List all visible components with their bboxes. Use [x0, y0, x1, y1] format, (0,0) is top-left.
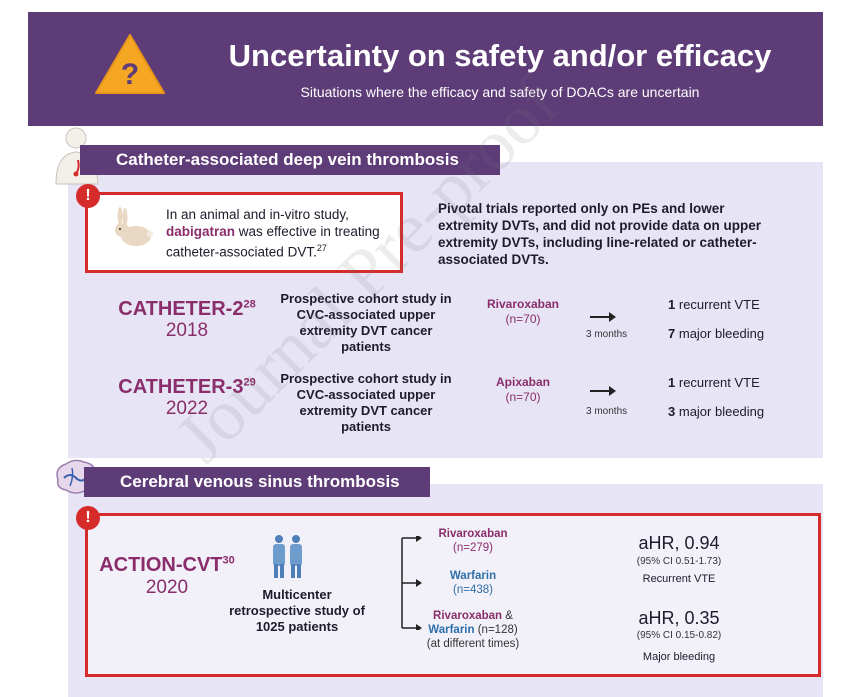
drug-n: (n=70): [505, 312, 541, 326]
drug-name: Rivaroxaban: [486, 297, 560, 311]
animal-study-text: In an animal and in-vitro study, dabigat…: [166, 206, 396, 261]
branching-arrows-icon: [401, 536, 422, 630]
trial-name-text: CATHETER-2: [118, 298, 244, 320]
bleeding-count: 7: [668, 326, 676, 341]
vte-outcome: 1 recurrent VTE: [668, 375, 760, 390]
duration-label: 3 months: [586, 329, 628, 340]
duration-label: 3 months: [586, 406, 628, 417]
arm-drug: Rivaroxaban: [438, 528, 508, 540]
ahr-bleeding: aHR, 0.35: [638, 608, 720, 628]
outcome-label-vte: Recurrent VTE: [642, 573, 716, 585]
animal-study-pre: In an animal and in-vitro study,: [166, 207, 349, 222]
bleeding-outcome: 3 major bleeding: [668, 404, 764, 419]
combo-note: (at different times): [426, 638, 520, 650]
combo-drug-a: Rivaroxaban: [433, 610, 503, 622]
trial-drug: Rivaroxaban (n=70): [468, 297, 578, 327]
arm-combination: Rivaroxaban & Warfarin (n=128) (at diffe…: [408, 609, 538, 651]
patients-icon: [273, 535, 302, 578]
arm-drug: Warfarin: [449, 570, 497, 582]
trial-name-text: ACTION-CVT: [99, 554, 223, 576]
ci-vte: (95% CI 0.51-1.73): [636, 556, 722, 567]
question-warning-icon: ?: [95, 34, 165, 94]
page-title: Uncertainty on safety and/or efficacy: [228, 38, 772, 73]
trial-year: 2018: [165, 320, 209, 341]
bleeding-label: major bleeding: [678, 404, 765, 419]
vte-outcome: 1 recurrent VTE: [668, 297, 760, 312]
bleeding-count: 3: [668, 404, 676, 419]
trial-ref: 29: [243, 376, 256, 389]
exclamation-icon: !: [76, 184, 100, 208]
trial-name-text: CATHETER-3: [118, 376, 244, 398]
header-banner: ? Uncertainty on safety and/or efficacy …: [28, 12, 823, 126]
ref-27: 27: [316, 243, 327, 253]
bleeding-outcome: 7 major bleeding: [668, 326, 764, 341]
drug-name: Apixaban: [495, 375, 550, 389]
action-cvt-box: [85, 513, 821, 677]
trial-name-action-cvt: ACTION-CVT30: [82, 554, 252, 577]
vte-label: recurrent VTE: [678, 297, 760, 312]
trial-year: 2020: [145, 577, 189, 598]
arm-warfarin: Warfarin (n=438): [408, 569, 538, 597]
arm-n: (n=438): [453, 584, 493, 596]
vte-count: 1: [668, 375, 676, 390]
trial-ref: 30: [222, 554, 235, 567]
arm-rivaroxaban: Rivaroxaban (n=279): [408, 527, 538, 555]
drug-n: (n=70): [505, 390, 541, 404]
vte-label: recurrent VTE: [678, 375, 760, 390]
ahr-vte: aHR, 0.94: [638, 533, 720, 553]
arrow-icon: [590, 387, 616, 395]
page-subtitle: Situations where the efficacy and safety…: [300, 84, 700, 100]
bleeding-label: major bleeding: [678, 326, 765, 341]
section-title-cvst: Cerebral venous sinus thrombosis: [84, 467, 430, 497]
dabigatran-label: dabigatran: [166, 224, 236, 239]
combo-drug-b: Warfarin: [428, 624, 475, 636]
svg-text:?: ?: [121, 58, 139, 91]
trial-description: Prospective cohort study in CVC-associat…: [280, 371, 452, 434]
ci-bleeding: (95% CI 0.15-0.82): [636, 630, 722, 641]
combo-n: (n=128): [474, 624, 518, 636]
trial-description: Prospective cohort study in CVC-associat…: [280, 291, 452, 354]
vte-count: 1: [668, 297, 676, 312]
trial-drug: Apixaban (n=70): [468, 375, 578, 405]
exclamation-icon: !: [76, 506, 100, 530]
cvt-study-description: Multicenter retrospective study of 1025 …: [229, 587, 365, 634]
trial-name-catheter-3: CATHETER-329: [102, 376, 272, 399]
pivotal-trials-note: Pivotal trials reported only on PEs and …: [438, 201, 762, 267]
arrow-icon: [590, 313, 616, 321]
outcome-label-bleeding: Major bleeding: [642, 651, 716, 663]
section-title-catheter: Catheter-associated deep vein thrombosis: [80, 145, 500, 175]
combo-amp: &: [502, 610, 513, 622]
trial-ref: 28: [243, 298, 256, 311]
trial-name-catheter-2: CATHETER-228: [102, 298, 272, 321]
arm-n: (n=279): [453, 542, 493, 554]
animal-study-post: was effective in treating catheter-assoc…: [166, 224, 380, 260]
trial-year: 2022: [165, 398, 209, 419]
rabbit-icon: [115, 207, 153, 246]
